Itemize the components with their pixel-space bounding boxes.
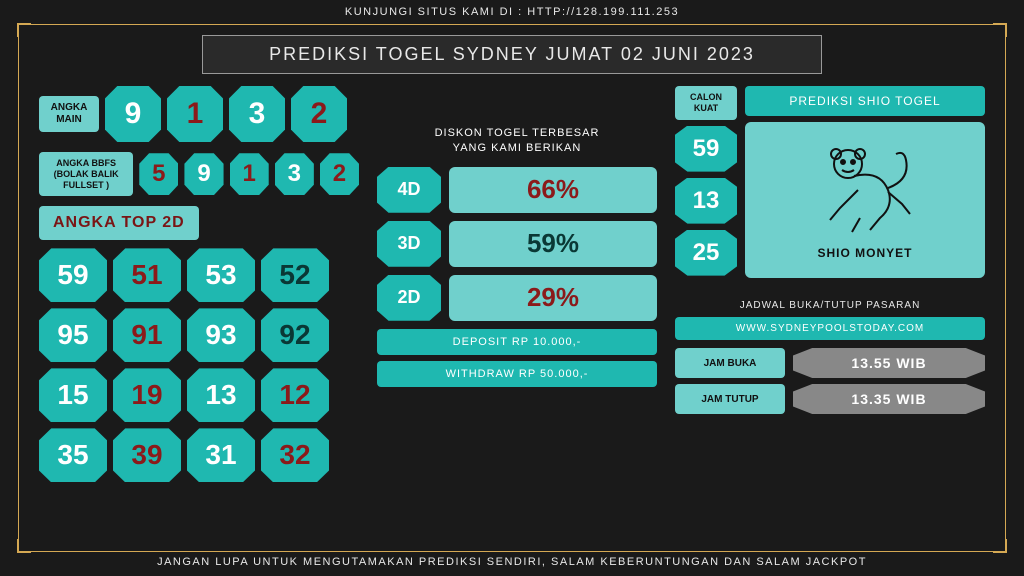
schedule-url: WWW.SYDNEYPOOLSTODAY.COM [675, 317, 985, 340]
top2d-value: 92 [261, 308, 329, 362]
top2d-value: 59 [39, 248, 107, 302]
open-value: 13.55 WIB [793, 348, 985, 378]
close-label: JAM TUTUP [675, 384, 785, 414]
top2d-value: 39 [113, 428, 181, 482]
angka-bbfs-value: 5 [139, 153, 178, 195]
angka-main-label: ANGKA MAIN [39, 96, 99, 132]
diskon-value: 66% [449, 167, 657, 213]
top2d-value: 95 [39, 308, 107, 362]
open-label: JAM BUKA [675, 348, 785, 378]
top2d-value: 35 [39, 428, 107, 482]
calon-value: 25 [675, 230, 737, 276]
angka-bbfs-row: ANGKA BBFS (BOLAK BALIK FULLSET ) 5 9 1 … [39, 152, 359, 196]
top2d-grid: 59 51 53 52 95 91 93 92 15 19 13 12 35 3… [39, 248, 359, 482]
top2d-value: 31 [187, 428, 255, 482]
angka-main-value: 1 [167, 86, 223, 142]
calon-label: CALON KUAT [675, 86, 737, 120]
top2d-value: 15 [39, 368, 107, 422]
diskon-row: 4D 66% [377, 167, 657, 213]
diskon-label: 2D [377, 275, 441, 321]
top2d-value: 51 [113, 248, 181, 302]
top2d-value: 32 [261, 428, 329, 482]
top2d-value: 13 [187, 368, 255, 422]
top2d-value: 52 [261, 248, 329, 302]
angka-bbfs-value: 1 [230, 153, 269, 195]
diskon-label: 4D [377, 167, 441, 213]
diskon-head: DISKON TOGEL TERBESARYANG KAMI BERIKAN [377, 126, 657, 157]
shio-name: SHIO MONYET [817, 246, 912, 260]
angka-main-value: 9 [105, 86, 161, 142]
diskon-row: 2D 29% [377, 275, 657, 321]
page-title: PREDIKSI TOGEL SYDNEY JUMAT 02 JUNI 2023 [202, 35, 822, 74]
schedule-head: JADWAL BUKA/TUTUP PASARAN [675, 300, 985, 311]
angka-bbfs-label: ANGKA BBFS (BOLAK BALIK FULLSET ) [39, 152, 133, 196]
close-value: 13.35 WIB [793, 384, 985, 414]
withdraw-pill: WITHDRAW RP 50.000,- [377, 361, 657, 387]
angka-bbfs-value: 3 [275, 153, 314, 195]
calon-value: 13 [675, 178, 737, 224]
angka-main-value: 2 [291, 86, 347, 142]
angka-main-value: 3 [229, 86, 285, 142]
diskon-label: 3D [377, 221, 441, 267]
top2d-label: ANGKA TOP 2D [39, 206, 199, 240]
header-visit: KUNJUNGI SITUS KAMI DI : HTTP://128.199.… [0, 0, 1024, 24]
top2d-value: 12 [261, 368, 329, 422]
shio-head: PREDIKSI SHIO TOGEL [745, 86, 985, 116]
top2d-value: 91 [113, 308, 181, 362]
deposit-pill: DEPOSIT RP 10.000,- [377, 329, 657, 355]
top2d-value: 19 [113, 368, 181, 422]
shio-box: SHIO MONYET [745, 122, 985, 278]
angka-bbfs-value: 2 [320, 153, 359, 195]
top2d-value: 53 [187, 248, 255, 302]
top2d-value: 93 [187, 308, 255, 362]
monkey-icon [810, 140, 920, 240]
angka-bbfs-value: 9 [184, 153, 223, 195]
frame-border: PREDIKSI TOGEL SYDNEY JUMAT 02 JUNI 2023… [18, 24, 1006, 552]
footer-text: JANGAN LUPA UNTUK MENGUTAMAKAN PREDIKSI … [0, 550, 1024, 574]
calon-value: 59 [675, 126, 737, 172]
angka-main-row: ANGKA MAIN 9 1 3 2 [39, 86, 359, 142]
diskon-value: 29% [449, 275, 657, 321]
diskon-value: 59% [449, 221, 657, 267]
diskon-row: 3D 59% [377, 221, 657, 267]
